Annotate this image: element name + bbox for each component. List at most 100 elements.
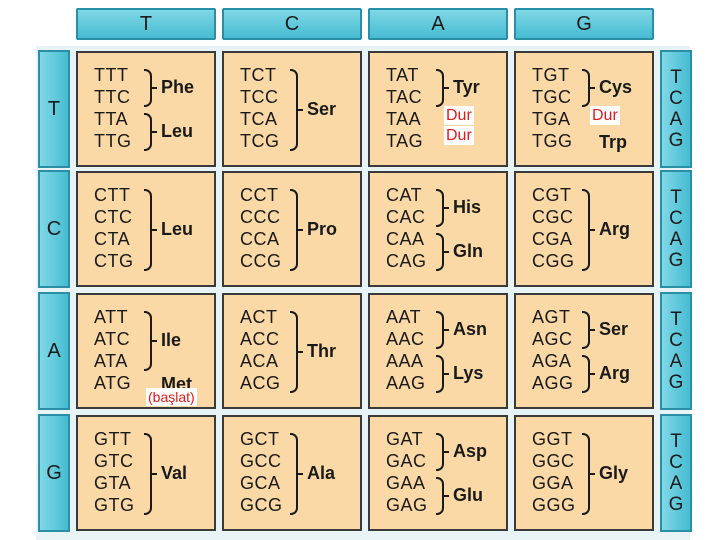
codon: TTT (94, 65, 129, 85)
amino-acid-label: His (453, 197, 482, 217)
codon-cell: GGT GGC GGA GGG Gly (514, 415, 654, 531)
third-position-c: C (669, 208, 683, 229)
codon: TCG (240, 131, 280, 151)
amino-acid-label: Asp (453, 441, 488, 461)
codon: TTG (94, 131, 132, 151)
codon: CCT (240, 185, 279, 205)
third-position-t: T (670, 187, 682, 208)
third-position-c: C (669, 452, 683, 473)
third-position-a: A (669, 109, 683, 130)
codon: TGT (532, 65, 570, 85)
codon: GCT (240, 429, 280, 449)
codon-brace (582, 355, 595, 393)
codon: AAC (386, 329, 425, 349)
codon-brace (436, 189, 449, 227)
codon: CTG (94, 251, 134, 271)
amino-acid-label: Trp (599, 132, 628, 152)
amino-acid-label: Tyr (453, 77, 480, 97)
codon-brace (582, 433, 595, 515)
codon: GGC (532, 451, 575, 471)
codon-brace (436, 355, 449, 393)
codon-cell: CTT CTC CTA CTG Leu (76, 171, 216, 287)
codon-cell: TGT TGC TGA TGG Cys Trp (514, 51, 654, 167)
row-header-g: G (38, 414, 70, 532)
amino-acid-label: Leu (161, 121, 194, 141)
codon: CTA (94, 229, 131, 249)
amino-acid-label: Gly (599, 463, 629, 483)
codon-brace (290, 189, 303, 271)
codon: ATT (94, 307, 129, 327)
third-position-t: T (670, 431, 682, 452)
third-position-t: T (670, 67, 682, 88)
stop-label-tag: Dur (444, 126, 474, 145)
amino-acid-label: Ser (599, 319, 629, 339)
codon-brace (144, 113, 157, 151)
codon: CTC (94, 207, 133, 227)
codon-cell: ACT ACC ACA ACG Thr (222, 293, 362, 409)
third-position-g: G (668, 250, 684, 271)
amino-acid-label: Phe (161, 77, 195, 97)
codon: TTC (94, 87, 131, 107)
codon: ATG (94, 373, 132, 393)
amino-acid-label: Leu (161, 219, 194, 239)
codon: TAA (386, 109, 422, 129)
codon: TAC (386, 87, 423, 107)
amino-acid-label: Pro (307, 219, 338, 239)
codon: GCC (240, 451, 282, 471)
codon-brace (144, 433, 157, 515)
codon: GTT (94, 429, 132, 449)
codon: TCT (240, 65, 277, 85)
codon: AAG (386, 373, 426, 393)
codon-brace (436, 433, 449, 471)
codon: GCA (240, 473, 281, 493)
codon-brace (436, 69, 449, 107)
codon: CAT (386, 185, 423, 205)
codon-cell: GCT GCC GCA GCG Ala (222, 415, 362, 531)
amino-acid-label: Thr (307, 341, 336, 361)
codon: GTG (94, 495, 135, 515)
codon-brace (144, 189, 157, 271)
codon: GGG (532, 495, 576, 515)
stop-label-tga: Dur (590, 106, 620, 125)
codon: CTT (94, 185, 131, 205)
codon: AAA (386, 351, 424, 371)
third-position-a: A (669, 229, 683, 250)
amino-acid-label: Glu (453, 485, 483, 505)
amino-acid-label: Ala (307, 463, 336, 483)
row-header-t: T (38, 50, 70, 168)
codon: GAA (386, 473, 426, 493)
codon-brace (436, 311, 449, 349)
codon: CCG (240, 251, 282, 271)
codon-cell: CCT CCC CCA CCG Pro (222, 171, 362, 287)
start-label-atg: (başlat) (146, 388, 197, 406)
codon: TCA (240, 109, 278, 129)
codon: GAC (386, 451, 427, 471)
codon: ACC (240, 329, 280, 349)
codon-cell: AGT AGC AGA AGG Ser Arg (514, 293, 654, 409)
codon: TGG (532, 131, 573, 151)
codon: ACA (240, 351, 279, 371)
codon-brace (582, 311, 595, 349)
codon: TAT (386, 65, 419, 85)
third-position-g: G (668, 372, 684, 393)
codon: ACG (240, 373, 281, 393)
codon: TTA (94, 109, 129, 129)
codon-cell: TTT TTC TTA TTG Phe Leu (76, 51, 216, 167)
codon: AGG (532, 373, 574, 393)
codon: GGA (532, 473, 574, 493)
amino-acid-label: Arg (599, 219, 630, 239)
codon-cell: GTT GTC GTA GTG Val (76, 415, 216, 531)
codon-brace (290, 433, 303, 515)
codon: TGC (532, 87, 572, 107)
amino-acid-label: Asn (453, 319, 488, 339)
column-header-c: C (222, 8, 362, 40)
codon-cell: AAT AAC AAA AAG Asn Lys (368, 293, 508, 409)
codon: CCC (240, 207, 281, 227)
codon: ATC (94, 329, 131, 349)
codon-cell: TAT TAC TAA TAG Tyr (368, 51, 508, 167)
column-header-a: A (368, 8, 508, 40)
third-position-a: A (669, 473, 683, 494)
